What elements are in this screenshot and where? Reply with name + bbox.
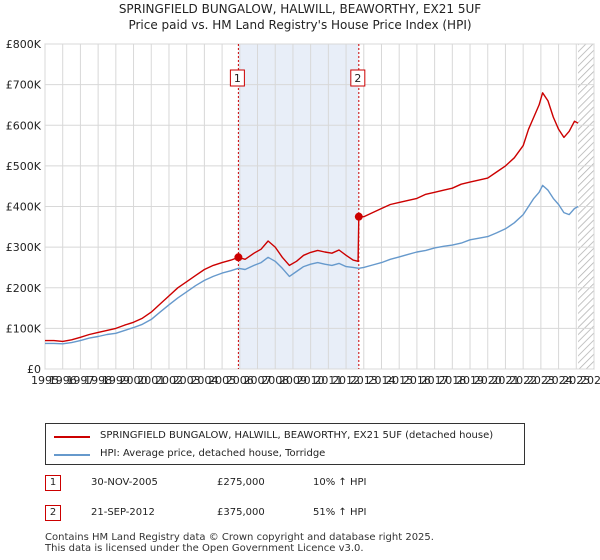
transaction-date-1: 30-NOV-2005 [91,477,158,488]
footer: Contains HM Land Registry data © Crown c… [45,532,434,554]
x-tick-label: 2013 [350,374,378,387]
sale-label-text: 1 [234,72,241,85]
sale-point [234,253,243,262]
y-tick-label: £500K [6,160,42,173]
x-tick-label: 2000 [120,374,148,387]
x-tick-label: 2011 [314,374,342,387]
x-tick-label: 2003 [173,374,201,387]
footer-licence: This data is licensed under the Open Gov… [45,543,364,554]
legend-property-swatch [54,436,90,438]
x-tick-label: 2012 [332,374,360,387]
transaction-badge-1: 1 [45,475,61,491]
sale-label-text: 2 [354,72,361,85]
chart-subtitle: Price paid vs. HM Land Registry's House … [128,18,472,32]
y-tick-label: £100K [6,322,42,335]
x-tick-label: 2016 [403,374,431,387]
sale-label-box [350,69,366,87]
x-tick-label: 1998 [84,374,112,387]
transaction-hpi-2: 51% ↑ HPI [313,507,367,518]
legend: SPRINGFIELD BUNGALOW, HALWILL, BEAWORTHY… [45,423,525,465]
x-tick-label: 2007 [244,374,272,387]
y-tick-label: £0 [27,363,41,376]
x-tick-label: 2014 [367,374,395,387]
legend-hpi-label: HPI: Average price, detached house, Torr… [100,448,326,459]
x-tick-label: 2022 [509,374,537,387]
transaction-hpi-1: 10% ↑ HPI [313,477,367,488]
x-tick-label: 2025 [562,374,590,387]
x-tick-label: 2002 [155,374,183,387]
hpi-series-line [45,184,579,345]
y-tick-label: £400K [6,201,42,214]
transaction-badge-2: 2 [45,505,61,521]
x-tick-label: 2009 [279,374,307,387]
transaction-price-1: £275,000 [217,477,265,488]
x-tick-label: 2006 [226,374,254,387]
x-tick-label: 2018 [438,374,466,387]
x-tick-label: 2001 [137,374,165,387]
transaction-price-2: £375,000 [217,507,265,518]
x-tick-label: 2021 [491,374,519,387]
x-tick-label: 2005 [208,374,236,387]
property-series-line [45,92,579,343]
legend-hpi-swatch [54,454,90,456]
x-tick-label: 1999 [102,374,130,387]
y-tick-label: £600K [6,119,42,132]
x-tick-label: 2008 [261,374,289,387]
sale-point [354,212,363,221]
legend-property-label: SPRINGFIELD BUNGALOW, HALWILL, BEAWORTHY… [100,430,494,441]
x-tick-label: 2026 [580,374,600,387]
price-chart: 1 2 £0 £100K £200K £300K £400K £500K £600K £700K… [6,38,600,387]
x-tick-label: 1996 [49,374,77,387]
x-tick-label: 2019 [456,374,484,387]
x-tick-label: 2010 [297,374,325,387]
y-tick-label: £700K [6,79,42,92]
transaction-date-2: 21-SEP-2012 [91,507,155,518]
x-tick-label: 2017 [421,374,449,387]
x-tick-label: 1995 [31,374,59,387]
footer-copyright: Contains HM Land Registry data © Crown c… [45,532,434,543]
x-tick-label: 2020 [474,374,502,387]
y-tick-label: £300K [6,241,42,254]
chart-title: SPRINGFIELD BUNGALOW, HALWILL, BEAWORTHY… [118,2,482,16]
sale-label-box [229,69,245,87]
x-tick-label: 2004 [190,374,218,387]
x-tick-label: 2015 [385,374,413,387]
x-tick-label: 2024 [545,374,573,387]
x-tick-label: 1997 [66,374,94,387]
x-tick-label: 2023 [527,374,555,387]
y-tick-label: £800K [6,38,42,51]
y-tick-label: £200K [6,282,42,295]
